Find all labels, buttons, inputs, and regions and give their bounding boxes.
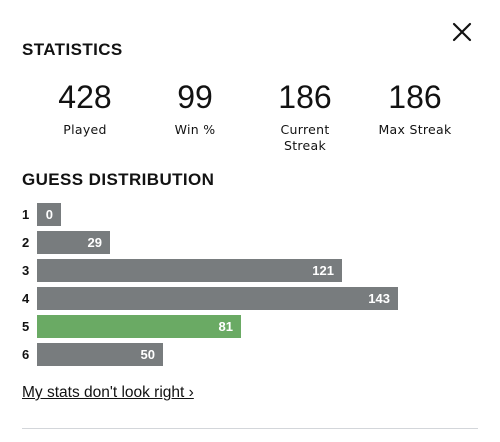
distribution-bar: 81 (37, 315, 241, 338)
distribution-bar: 50 (37, 343, 163, 366)
guess-number: 4 (22, 291, 30, 306)
distribution-row: 4 143 (22, 287, 472, 310)
guess-distribution-title: GUESS DISTRIBUTION (22, 170, 215, 189)
guess-number: 2 (22, 235, 30, 250)
stat-label: Current Streak (280, 122, 330, 153)
distribution-bar: 121 (37, 259, 342, 282)
stat-value: 186 (278, 79, 332, 115)
stat-max-streak: 186 Max Streak (360, 80, 470, 160)
guess-number: 1 (22, 207, 30, 222)
distribution-row: 6 50 (22, 343, 472, 366)
stat-value: 99 (177, 79, 213, 115)
guess-number: 6 (22, 347, 30, 362)
guess-number: 3 (22, 263, 30, 278)
distribution-row: 5 81 (22, 315, 472, 338)
stat-label: Max Streak (378, 122, 452, 137)
distribution-row: 3 121 (22, 259, 472, 282)
distribution-bar: 0 (37, 203, 61, 226)
stat-win-percent: 99 Win % (140, 80, 250, 160)
stat-label: Win % (174, 122, 216, 137)
stats-feedback-link[interactable]: My stats don't look right › (22, 384, 194, 401)
guess-number: 5 (22, 319, 30, 334)
stat-value: 428 (58, 79, 112, 115)
distribution-row: 1 0 (22, 203, 472, 226)
statistics-title: STATISTICS (22, 40, 123, 59)
distribution-row: 2 29 (22, 231, 472, 254)
distribution-bar: 29 (37, 231, 110, 254)
stat-value: 186 (388, 79, 442, 115)
stat-label: Played (63, 122, 107, 137)
divider (22, 428, 478, 429)
stat-played: 428 Played (30, 80, 140, 160)
statistics-row: 428 Played 99 Win % 186 Current Streak 1… (30, 80, 470, 160)
distribution-bar: 143 (37, 287, 398, 310)
stat-current-streak: 186 Current Streak (250, 80, 360, 160)
guess-distribution: 1 0 2 29 3 121 4 143 5 81 6 50 (22, 203, 472, 371)
close-icon[interactable] (450, 20, 474, 44)
